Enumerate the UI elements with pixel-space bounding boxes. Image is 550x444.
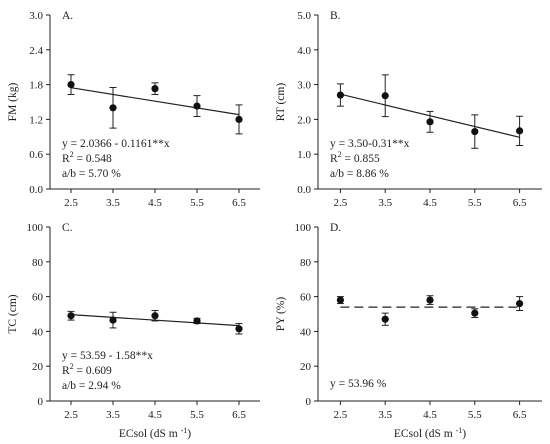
regression-equation: y = 2.0366 - 0.1161**x [62,138,170,150]
x-tick-label: 6.5 [232,409,246,421]
data-point [471,127,479,136]
x-axis-label-right: ECsol (dS m -1) [394,426,466,440]
data-point [109,316,117,324]
x-tick-label: 3.5 [378,197,392,209]
y-tick-label: 0.0 [297,184,311,196]
x-tick-label: 2.5 [334,197,348,209]
data-point [151,312,159,320]
data-point [381,92,389,100]
a-over-b: a/b = 8.86 % [330,168,389,180]
x-tick-label: 5.5 [468,197,482,209]
panel-a: 0.0 0.6 1.2 1.8 2.4 3.0 2.5 3.5 4.5 5.5 6.5 FM (kg)… [7,10,260,209]
data-point [336,91,344,99]
x-tick-label: 3.5 [378,409,392,421]
y-tick-label: 0.0 [29,184,43,196]
x-tick-label: 4.5 [148,197,162,209]
panel-letter: A. [62,10,73,22]
panel-letter: D. [330,222,341,234]
data-point [381,315,389,323]
data-point [235,325,243,333]
y-tick-label: 1.2 [29,114,43,126]
fit-line [70,87,240,116]
y-tick-label: 3.0 [29,10,43,22]
x-tick-label: 4.5 [423,409,437,421]
panel-letter: B. [330,10,341,22]
data-point [193,317,201,325]
y-tick-label: 80 [300,257,312,269]
y-tick-label: 0 [306,396,312,408]
x-tick-label: 6.5 [513,409,527,421]
y-tick-label: 5.0 [297,10,311,22]
data-point [235,115,243,123]
x-tick-label: 3.5 [106,197,120,209]
y-tick-label: 1.0 [297,149,311,161]
x-tick-label: 4.5 [148,409,162,421]
panel-b: 0.0 1.0 2.0 3.0 4.0 5.0 2.5 3.5 4.5 5.5 6.5 RT (cm)… [275,10,542,209]
y-tick-label: 3.0 [297,80,311,92]
x-tick-label: 5.5 [190,197,204,209]
data-point [67,81,75,89]
data-point [336,296,344,304]
x-tick-label: 5.5 [190,409,204,421]
y-tick-label: 100 [295,222,312,234]
regression-equation: y = 53.96 % [330,378,387,390]
data-point [67,312,75,320]
data-point [426,118,434,126]
r-squared: R2 = 0.609 [62,362,112,377]
a-over-b: a/b = 2.94 % [62,380,121,392]
data-point [471,309,479,317]
y-tick-label: 20 [32,361,44,373]
data-point [193,102,201,110]
data-point [109,104,117,112]
regression-equation: y = 53.59 - 1.58**x [62,350,153,362]
x-tick-label: 6.5 [513,197,527,209]
y-tick-label: 2.4 [29,45,43,57]
y-tick-label: 40 [300,326,312,338]
x-tick-label: 4.5 [423,197,437,209]
regression-equation: y = 3.50-0.31**x [330,138,410,150]
x-tick-label: 3.5 [106,409,120,421]
y-tick-label: 1.8 [29,80,43,92]
y-tick-label: 20 [300,361,312,373]
y-axis-label: RT (cm) [275,83,287,122]
x-tick-label: 6.5 [232,197,246,209]
x-tick-label: 2.5 [64,409,78,421]
y-tick-label: 100 [27,222,44,234]
y-axis-label: PY (%) [275,297,287,332]
y-axis-label: FM (kg) [7,83,19,122]
y-tick-label: 4.0 [297,45,311,57]
y-tick-label: 0 [38,396,44,408]
panel-d: 0 20 40 60 80 100 2.5 3.5 4.5 5.5 6.5 PY (%) D. y = 5… [275,222,542,421]
x-tick-label: 2.5 [64,197,78,209]
data-point [426,296,434,304]
x-axis-label-left: ECsol (dS m -1) [119,426,191,440]
y-tick-label: 60 [32,292,44,304]
r-squared: R2 = 0.855 [330,150,380,165]
y-tick-label: 60 [300,292,312,304]
data-point [516,299,524,308]
x-tick-label: 2.5 [334,409,348,421]
a-over-b: a/b = 5.70 % [62,168,121,180]
y-tick-label: 2.0 [297,114,311,126]
y-tick-label: 80 [32,257,44,269]
panel-letter: C. [62,222,73,234]
y-axis-label: TC (cm) [7,294,19,333]
panel-c: 0 20 40 60 80 100 2.5 3.5 4.5 5.5 6.5 TC (cm) C. y = … [7,222,260,421]
data-point [151,85,159,93]
y-tick-label: 40 [32,326,44,338]
y-tick-label: 0.6 [29,149,43,161]
data-point [516,127,524,135]
x-tick-label: 5.5 [468,409,482,421]
r-squared: R2 = 0.548 [62,150,112,165]
